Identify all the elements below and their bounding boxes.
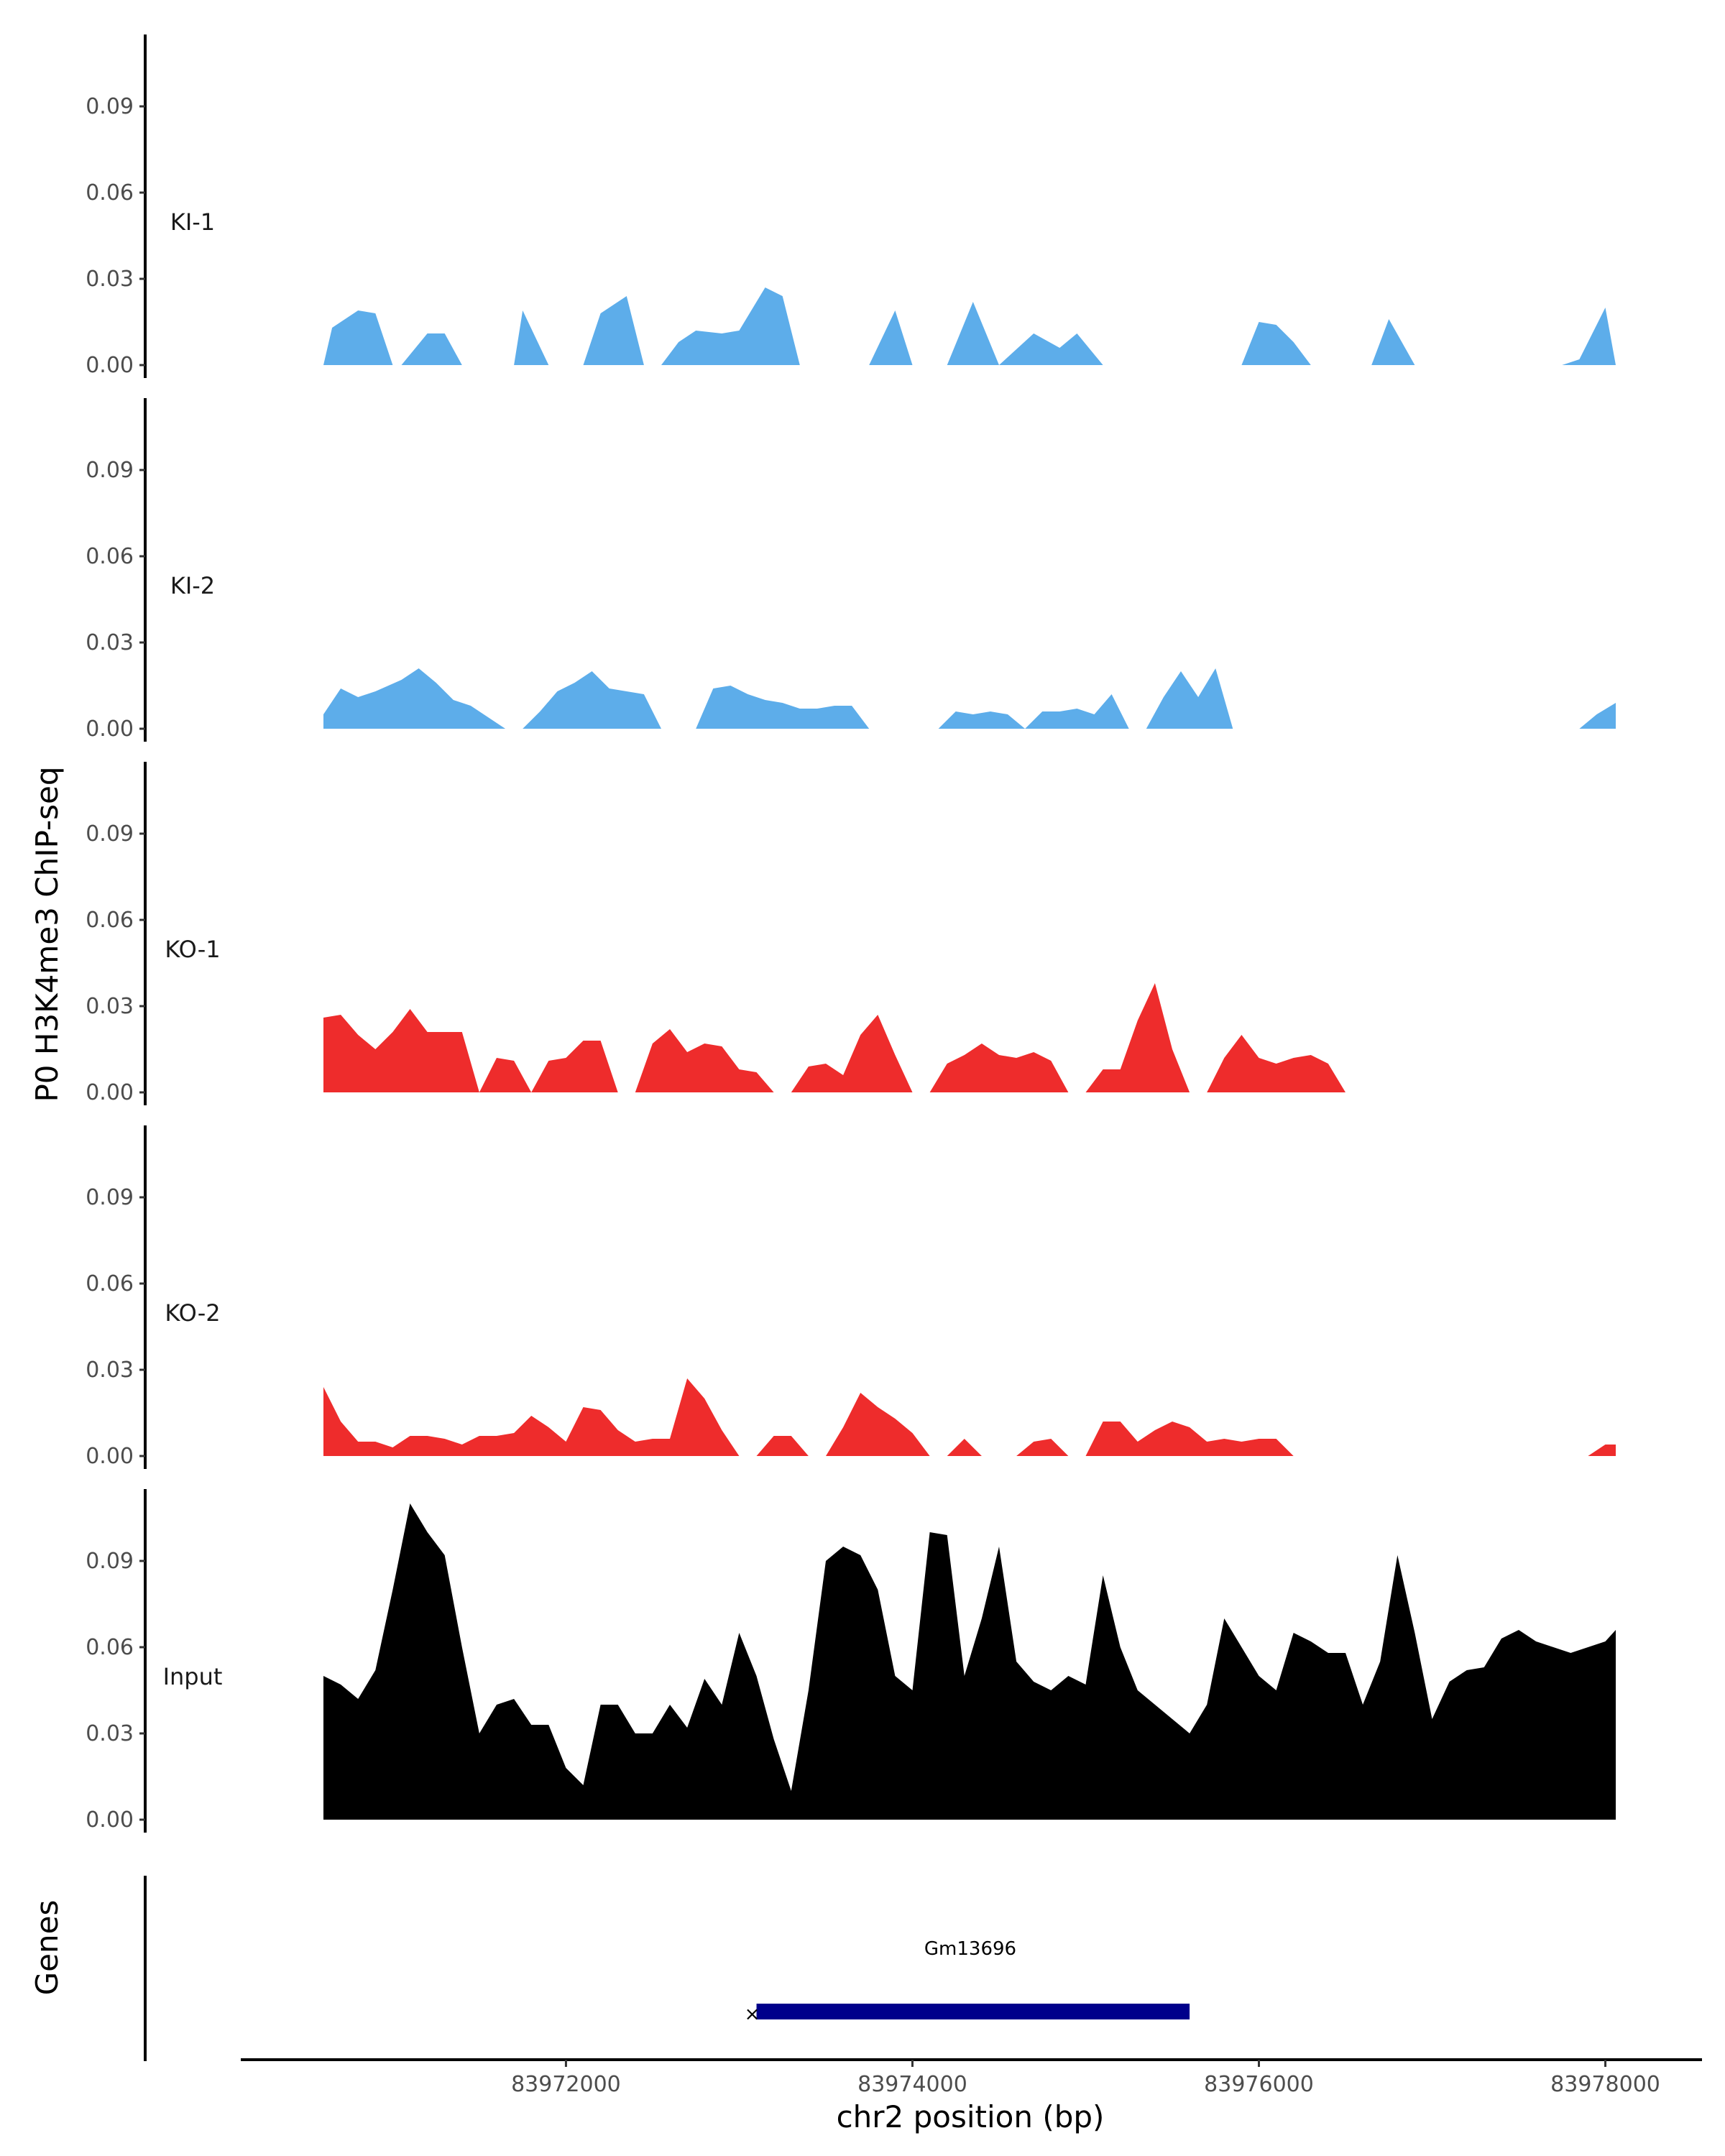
track-ko-2: 0.00 0.03 0.06 0.09 KO-2 [86, 1125, 1616, 1469]
y-tick-label: 0.06 [86, 180, 134, 206]
y-tick-label: 0.03 [86, 994, 134, 1019]
track-label: KI-2 [170, 572, 215, 599]
x-tick-label: 83974000 [857, 2072, 967, 2097]
y-tick-label: 0.00 [86, 1444, 134, 1469]
y-tick-label: 0.09 [86, 1185, 134, 1210]
x-axis-ticks: 83972000 83974000 83976000 83978000 [511, 2060, 1660, 2097]
gene-label: Gm13696 [924, 1938, 1016, 1960]
track-label: KO-2 [165, 1299, 220, 1327]
y-tick-label: 0.06 [86, 1271, 134, 1296]
y-tick-label: 0.09 [86, 821, 134, 847]
signal-area [323, 668, 1616, 729]
track-input: 0.00 0.03 0.06 0.09 Input [86, 1489, 1616, 1833]
y-tick-label: 0.09 [86, 94, 134, 119]
signal-area [323, 983, 1554, 1092]
y-tick-label: 0.03 [86, 267, 134, 292]
track-label: KI-1 [170, 208, 215, 236]
y-tick-label: 0.00 [86, 717, 134, 742]
gene-body-bar [756, 2004, 1190, 2019]
track-label: Input [163, 1663, 223, 1690]
x-tick-label: 83978000 [1550, 2072, 1660, 2097]
x-tick-label: 83976000 [1204, 2072, 1314, 2097]
y-tick-label: 0.06 [86, 908, 134, 933]
x-tick-label: 83972000 [511, 2072, 621, 2097]
gene-strand-marker: × [745, 2004, 760, 2025]
y-tick-label: 0.06 [86, 544, 134, 569]
y-tick-label: 0.00 [86, 353, 134, 378]
track-label: KO-1 [165, 936, 220, 963]
y-tick-label: 0.03 [86, 630, 134, 655]
x-axis: 83972000 83974000 83976000 83978000 chr2 po… [241, 2058, 1702, 2134]
y-axis-title: P0 H3K4me3 ChIP-seq [29, 766, 65, 1102]
signal-area [323, 1378, 1616, 1456]
y-tick-label: 0.09 [86, 458, 134, 483]
track-ki-1: 0.00 0.03 0.06 0.09 KI-1 [86, 34, 1616, 378]
y-tick-label: 0.09 [86, 1549, 134, 1574]
signal-area [323, 287, 1616, 365]
y-tick-label: 0.06 [86, 1635, 134, 1660]
signal-tracks: 0.00 0.03 0.06 0.09 KI-1 0.00 0.03 0.06 0.09 KI-2… [86, 34, 1616, 1833]
track-ko-1: 0.00 0.03 0.06 0.09 KO-1 [86, 762, 1554, 1105]
genes-track-title: Genes [29, 1900, 65, 1996]
genes-track: Genes Gm13696 × [29, 1876, 1190, 2061]
y-tick-label: 0.03 [86, 1358, 134, 1383]
track-ki-2: 0.00 0.03 0.06 0.09 KI-2 [86, 398, 1616, 742]
y-tick-label: 0.00 [86, 1080, 134, 1105]
x-axis-title: chr2 position (bp) [837, 2099, 1105, 2134]
y-tick-label: 0.03 [86, 1721, 134, 1746]
y-tick-label: 0.00 [86, 1807, 134, 1833]
signal-area [323, 1503, 1616, 1820]
